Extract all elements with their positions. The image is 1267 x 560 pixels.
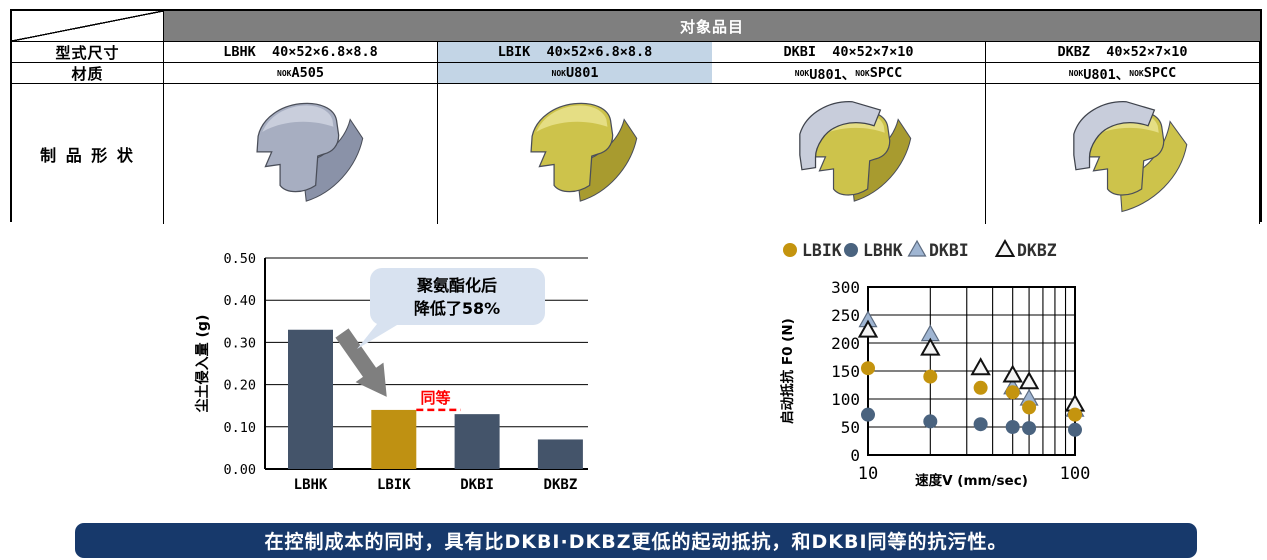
point-DKBZ-20 xyxy=(920,337,941,356)
svg-text:聚氨酯化后: 聚氨酯化后 xyxy=(416,276,497,295)
row-label-material: 材质 xyxy=(12,63,164,84)
svg-text:降低了58%: 降低了58% xyxy=(414,299,500,318)
svg-text:DKBZ: DKBZ xyxy=(1017,241,1057,260)
corner-cell xyxy=(12,11,164,42)
equal-annotation: 同等 xyxy=(420,389,450,407)
bar-ytick: 0.30 xyxy=(223,335,256,351)
scatter-ytick: 0 xyxy=(850,446,860,465)
scatter-xtick: 100 xyxy=(1060,464,1091,484)
bar-ytick: 0.50 xyxy=(223,251,256,267)
reduction-arrow xyxy=(335,328,387,397)
material-cell-dkbi: NOK U801、 NOK SPCC xyxy=(712,63,986,84)
material-cell-dkbz: NOK U801、 NOK SPCC xyxy=(986,63,1260,84)
size-cell-lbhk: LBHK 40×52×6.8×8.8 xyxy=(164,42,438,63)
scatter-y-axis-title: 启动抵抗 F0 (N) xyxy=(779,318,796,424)
legend-item-DKBZ: DKBZ xyxy=(994,238,1057,260)
size-cell-dkbz: DKBZ 40×52×7×10 xyxy=(986,42,1260,63)
point-DKBZ-60 xyxy=(1018,371,1040,390)
scatter-ytick: 300 xyxy=(831,278,860,297)
seal-metal-cap xyxy=(1072,101,1155,171)
point-LBIK-10 xyxy=(861,361,875,376)
point-DKBZ-35 xyxy=(970,357,991,376)
material-cell-lbik: NOK U801 xyxy=(438,63,712,84)
starting-resistance-scatter-chart: 0 50 100 150 200 250 300 10 100 启动抵抗 F0 (N) 速度V (m… xyxy=(770,238,1125,515)
bar-LBHK xyxy=(288,329,333,469)
bar-ytick: 0.10 xyxy=(223,420,256,436)
scatter-ytick: 50 xyxy=(841,418,860,437)
bar-ytick: 0.40 xyxy=(223,293,256,309)
scatter-xtick: 10 xyxy=(858,464,878,484)
material-cell-lbhk: NOK A505 xyxy=(164,63,438,84)
point-LBHK-100 xyxy=(1068,422,1082,437)
legend-item-DKBI: DKBI xyxy=(907,239,969,260)
svg-text:DKBI: DKBI xyxy=(929,241,969,260)
point-LBHK-10 xyxy=(861,407,875,422)
bar-LBIK xyxy=(371,409,417,469)
spec-table: 对象品目 型式尺寸 LBHK 40×52×6.8×8.8 LBIK 40×52×… xyxy=(10,9,1262,224)
point-LBIK-20 xyxy=(923,369,938,384)
point-LBIK-100 xyxy=(1068,407,1082,422)
summary-banner: 在控制成本的同时，具有比DKBI·DKBZ更低的起动抵抗，和DKBI同等的抗污性… xyxy=(75,523,1197,558)
point-LBIK-35 xyxy=(973,380,988,395)
table-header: 对象品目 xyxy=(164,11,1260,42)
point-LBHK-50 xyxy=(1005,420,1020,434)
scatter-ytick: 100 xyxy=(831,390,860,409)
svg-text:LBHK: LBHK xyxy=(863,241,903,260)
product-shape-illustration xyxy=(798,101,911,202)
bar-category-LBHK: LBHK xyxy=(294,477,328,493)
svg-text:LBIK: LBIK xyxy=(802,241,842,260)
bar-category-DKBZ: DKBZ xyxy=(544,477,578,493)
point-LBHK-20 xyxy=(923,414,938,429)
bar-DKBI xyxy=(454,414,500,469)
dust-intrusion-bar-chart: 0.00 0.10 0.20 0.30 0.40 0.50 尘土侵入量 (g) LBHK LBI… xyxy=(185,245,605,513)
seal-metal-cap xyxy=(798,101,881,171)
size-cell-lbik: LBIK 40×52×6.8×8.8 xyxy=(438,42,712,63)
bar-ytick: 0.20 xyxy=(223,378,256,394)
point-LBHK-35 xyxy=(973,417,988,432)
product-shape-illustration xyxy=(255,102,363,202)
point-DKBZ-10 xyxy=(857,319,879,338)
scatter-x-axis-title: 速度V (mm/sec) xyxy=(915,472,1028,489)
shape-cell-lbik xyxy=(438,84,712,224)
product-shape-illustration xyxy=(1072,101,1187,213)
point-LBIK-50 xyxy=(1005,385,1020,400)
point-LBIK-60 xyxy=(1022,400,1037,415)
scatter-ytick: 250 xyxy=(831,306,860,325)
bar-category-DKBI: DKBI xyxy=(460,477,494,493)
shape-cell-dkbi xyxy=(712,84,986,224)
seal-body xyxy=(530,102,614,193)
size-cell-dkbi: DKBI 40×52×7×10 xyxy=(712,42,986,63)
callout-bubble: 聚氨酯化后 降低了58% xyxy=(357,268,545,349)
row-label-size: 型式尺寸 xyxy=(12,42,164,63)
scatter-ytick: 150 xyxy=(831,362,860,381)
legend-item-LBIK: LBIK xyxy=(783,241,842,260)
bar-ytick: 0.00 xyxy=(223,462,256,478)
shape-cell-dkbz xyxy=(986,84,1260,224)
legend-item-LBHK: LBHK xyxy=(844,241,903,260)
bar-y-axis-title: 尘土侵入量 (g) xyxy=(194,315,211,413)
row-label-shape: 制 品 形 状 xyxy=(12,84,164,224)
scatter-ytick: 200 xyxy=(831,334,860,353)
bar-category-LBIK: LBIK xyxy=(377,477,411,493)
shape-cell-lbhk xyxy=(164,84,438,224)
point-DKBZ-50 xyxy=(1002,364,1023,383)
bar-DKBZ xyxy=(537,439,583,469)
point-LBHK-60 xyxy=(1022,421,1037,436)
product-shape-illustration xyxy=(530,102,638,202)
seal-body xyxy=(255,102,339,193)
